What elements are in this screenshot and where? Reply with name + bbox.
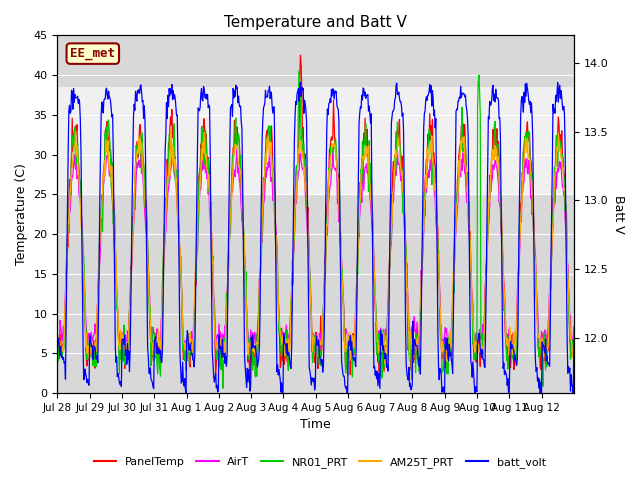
Y-axis label: Batt V: Batt V [612, 195, 625, 234]
Bar [58, 87, 574, 194]
Title: Temperature and Batt V: Temperature and Batt V [224, 15, 407, 30]
Y-axis label: Temperature (C): Temperature (C) [15, 163, 28, 265]
Legend: PanelTemp, AirT, NR01_PRT, AM25T_PRT, batt_volt: PanelTemp, AirT, NR01_PRT, AM25T_PRT, ba… [90, 452, 550, 472]
X-axis label: Time: Time [300, 419, 331, 432]
Text: EE_met: EE_met [70, 47, 115, 60]
